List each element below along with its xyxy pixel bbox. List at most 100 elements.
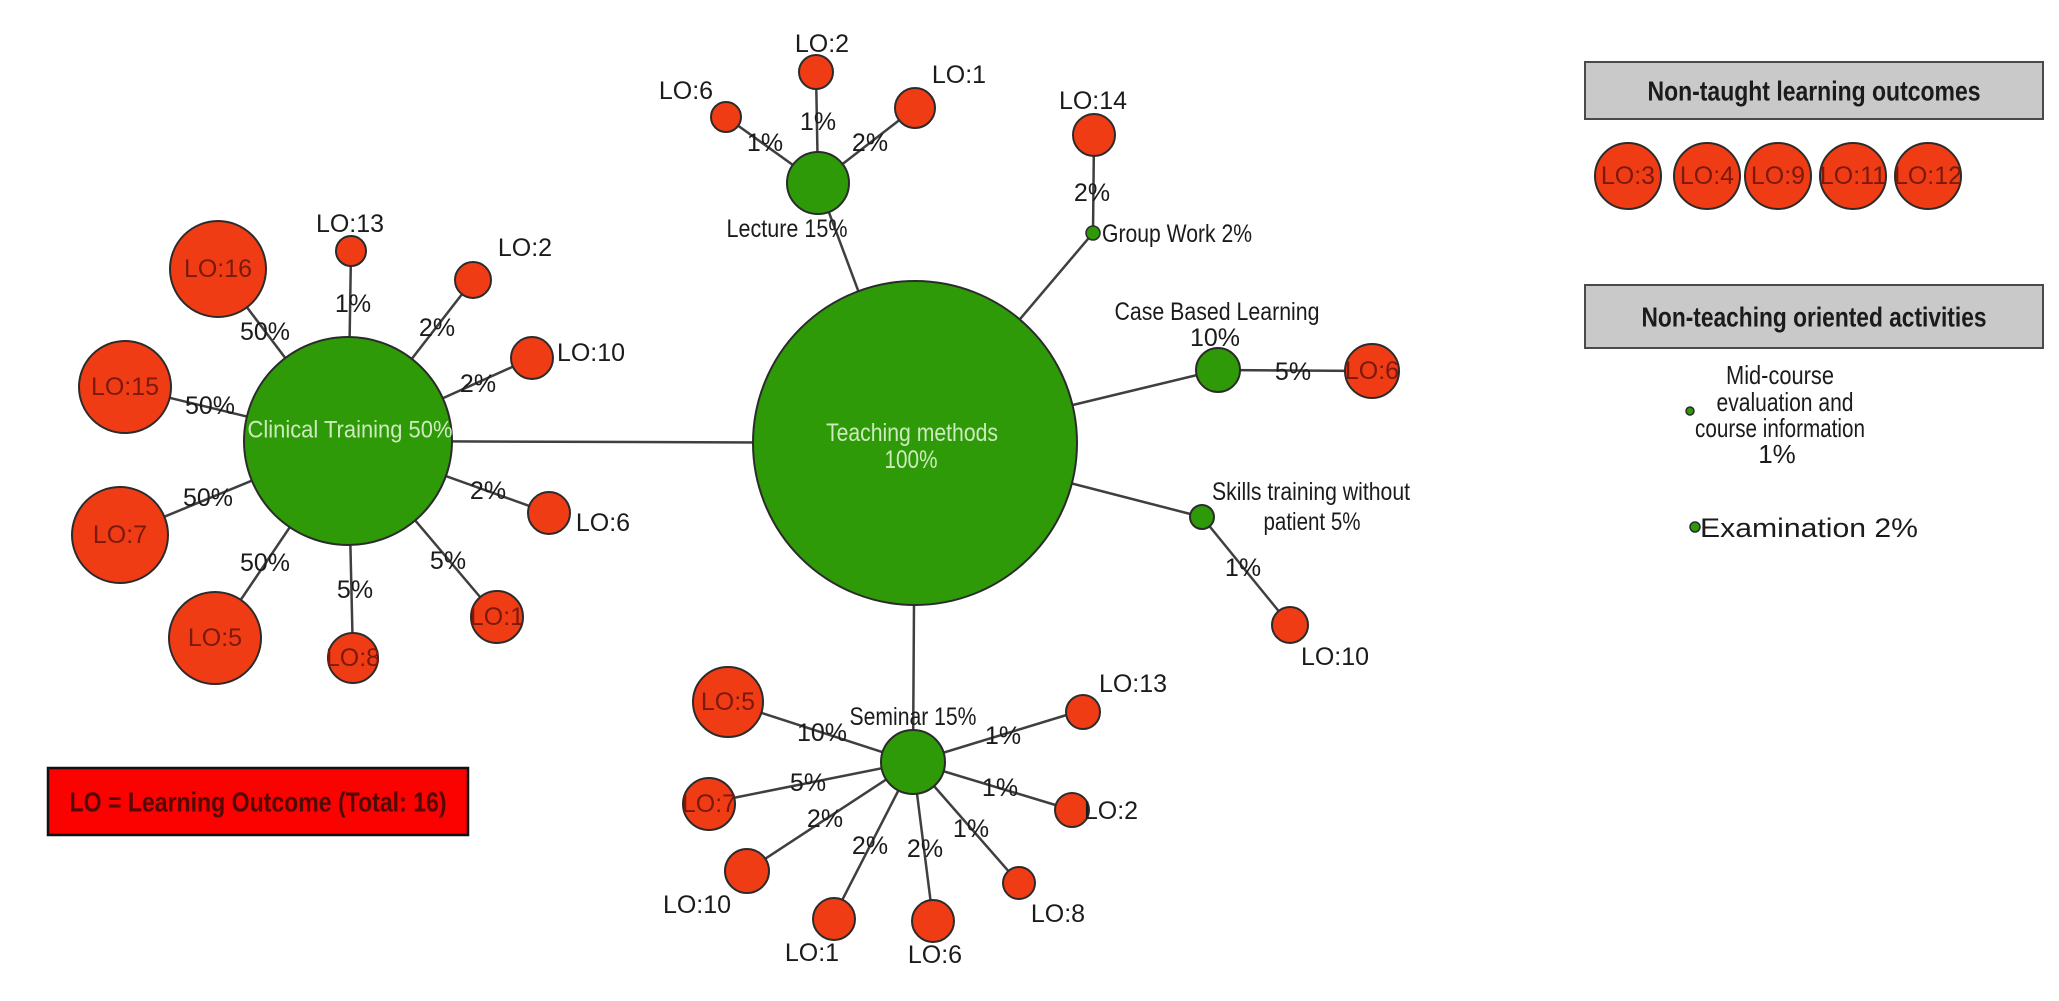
- lo2-seminar-node: [1054, 792, 1090, 828]
- clinical-training-node: [243, 336, 453, 546]
- lo10-seminar-node: [724, 848, 770, 894]
- lo6-seminar-node: [911, 899, 955, 943]
- lo10-clinical-node: [510, 336, 554, 380]
- lo9-legend-label: LO:9: [1751, 162, 1805, 190]
- lo15-label: LO:15: [91, 373, 159, 401]
- edge-label-clinical-lo7: 50%: [183, 484, 233, 512]
- lo6-lecture-label: LO:6: [659, 77, 713, 105]
- examination-dot-node: [1689, 521, 1701, 533]
- lo-note-text: LO = Learning Outcome (Total: 16): [70, 787, 447, 818]
- lo3-legend-node: [1594, 142, 1662, 210]
- lo7-clinical-label: LO:7: [93, 521, 147, 549]
- lo6-cbl-label: LO:6: [1345, 357, 1399, 385]
- edge-label-clinical-lo6: 2%: [470, 477, 506, 505]
- edge-label-cbl-lo6: 5%: [1275, 358, 1311, 386]
- edge-label-seminar-lo8: 1%: [953, 815, 989, 843]
- edge-label-seminar-lo7: 5%: [790, 769, 826, 797]
- lo13-clinical-node: [335, 235, 367, 267]
- lo-note-box: [46, 766, 470, 837]
- midcourse-label-line4: 1%: [1758, 439, 1796, 469]
- boxes-layer: [46, 61, 2044, 837]
- lo9-legend-node: [1744, 142, 1812, 210]
- edge-label-seminar-lo5: 10%: [797, 719, 847, 747]
- lo8-clinical-node: [327, 632, 379, 684]
- lo5-clinical-label: LO:5: [188, 624, 242, 652]
- edge-label-seminar-lo2: 1%: [982, 774, 1018, 802]
- lo1-seminar-label: LO:1: [785, 939, 839, 967]
- group-work-label: Group Work 2%: [1102, 220, 1252, 248]
- edge-label-clinical-lo10: 2%: [460, 370, 496, 398]
- lo2-seminar-label: LO:2: [1084, 797, 1138, 825]
- lo10-skills-node: [1271, 606, 1309, 644]
- seminar-label: Seminar 15%: [850, 703, 977, 731]
- edge-label-groupwork-lo14: 2%: [1074, 179, 1110, 207]
- lecture-node: [786, 151, 850, 215]
- teaching-methods-label-line2: 100%: [885, 446, 938, 474]
- lo5-clinical-node: [168, 591, 262, 685]
- edge-label-clinical-lo15: 50%: [185, 392, 235, 420]
- lo1-clinical-label: LO:1: [470, 603, 524, 631]
- lo4-legend-label: LO:4: [1680, 162, 1734, 190]
- lo5-seminar-label: LO:5: [701, 688, 755, 716]
- legend-non-teaching-title: Non-teaching oriented activities: [1642, 302, 1987, 333]
- edge-skills-lo10: [1200, 515, 1292, 627]
- lo15-clinical-node: [78, 340, 172, 434]
- edge-label-seminar-lo13: 1%: [985, 722, 1021, 750]
- midcourse-label-line2: evaluation and: [1717, 387, 1854, 417]
- lo12-legend-node: [1894, 142, 1962, 210]
- teaching-methods-node: [752, 280, 1078, 606]
- lo8-seminar-label: LO:8: [1031, 900, 1085, 928]
- case-based-learning-node: [1195, 347, 1241, 393]
- lo2-clinical-label: LO:2: [498, 234, 552, 262]
- lo6-lecture-node: [710, 101, 742, 133]
- lo6-clinical-label: LO:6: [576, 509, 630, 537]
- lo12-legend-label: LO:12: [1894, 162, 1962, 190]
- edge-label-seminar-lo6: 2%: [907, 835, 943, 863]
- skills-training-node: [1189, 504, 1215, 530]
- edge-label-seminar-lo1: 2%: [852, 832, 888, 860]
- edge-label-lecture-lo1: 2%: [852, 129, 888, 157]
- lo1-seminar-node: [812, 897, 856, 941]
- lo14-label: LO:14: [1059, 87, 1127, 115]
- teaching-methods-label-line1: Teaching methods: [826, 419, 998, 447]
- lo8-seminar-node: [1002, 866, 1036, 900]
- edge-label-skills-lo10: 1%: [1225, 554, 1261, 582]
- lo11-legend-node: [1819, 142, 1887, 210]
- lo7-seminar-label: LO:7: [682, 790, 736, 818]
- lo6-seminar-label: LO:6: [908, 941, 962, 969]
- lo3-legend-label: LO:3: [1601, 162, 1655, 190]
- lo16-clinical-node: [169, 220, 267, 318]
- lo6-clinical-node: [527, 491, 571, 535]
- nodes-layer: [71, 54, 1962, 943]
- edge-label-clinical-lo13: 1%: [335, 290, 371, 318]
- skills-label-line1: Skills training without: [1212, 478, 1410, 506]
- edge-label-clinical-lo2: 2%: [419, 314, 455, 342]
- lo4-legend-node: [1673, 142, 1741, 210]
- lo5-seminar-node: [692, 666, 764, 738]
- midcourse-label-line1: Mid-course: [1726, 360, 1834, 390]
- lo2-lecture-node: [798, 54, 834, 90]
- lo13-clinical-label: LO:13: [316, 210, 384, 238]
- edge-label-clinical-lo16: 50%: [240, 318, 290, 346]
- seminar-node: [880, 729, 946, 795]
- edge-label-clinical-lo5: 50%: [240, 549, 290, 577]
- legend-non-teaching-box: [1584, 284, 2044, 349]
- edge-label-lecture-lo6: 1%: [747, 129, 783, 157]
- midcourse-dot-node: [1685, 406, 1695, 416]
- lo16-label: LO:16: [184, 255, 252, 283]
- legend-non-taught-title: Non-taught learning outcomes: [1648, 76, 1981, 107]
- examination-label: Examination 2%: [1700, 513, 1918, 543]
- group-work-node: [1085, 225, 1101, 241]
- edge-seminar-lo7: [706, 760, 915, 805]
- edge-label-seminar-lo10: 2%: [807, 805, 843, 833]
- lo6-cbl-node: [1344, 343, 1400, 399]
- lecture-label: Lecture 15%: [727, 215, 848, 243]
- lo11-legend-label: LO:11: [1820, 162, 1886, 190]
- lo2-clinical-node: [454, 261, 492, 299]
- lo10-seminar-label: LO:10: [663, 891, 731, 919]
- lo10-clinical-label: LO:10: [557, 339, 625, 367]
- lo2-lecture-label: LO:2: [795, 30, 849, 58]
- edge-label-lecture-lo2: 1%: [800, 108, 836, 136]
